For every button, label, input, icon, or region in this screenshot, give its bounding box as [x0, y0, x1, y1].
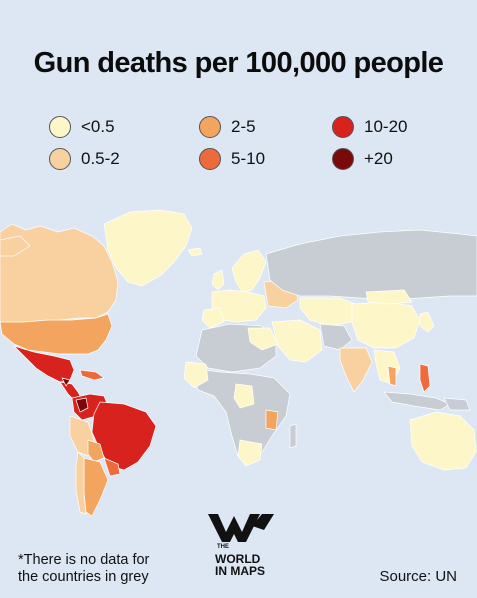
logo-text: THE WORLD IN MAPS — [215, 541, 265, 577]
legend-item-20-plus: +20 — [332, 147, 393, 171]
region-colombia-dark — [75, 397, 89, 413]
region-iberia — [201, 307, 225, 329]
region-chile — [75, 451, 87, 515]
region-greenland — [103, 209, 193, 287]
the-world-in-maps-logo — [208, 514, 274, 542]
logo-world: WORLD — [215, 552, 261, 566]
legend-label: +20 — [364, 149, 393, 168]
region-india — [339, 347, 373, 393]
region-caribbean — [79, 369, 105, 381]
footnote-line-2: the countries in grey — [18, 569, 149, 585]
region-alaska-north — [0, 235, 31, 257]
world-map — [0, 209, 477, 517]
region-west-africa — [183, 361, 209, 389]
region-jamaica — [61, 377, 71, 387]
region-uk — [211, 269, 225, 291]
region-central-africa — [233, 383, 255, 409]
map-title: Gun deaths per 100,000 people — [33, 47, 444, 79]
region-bolivia — [87, 439, 105, 463]
source-credit: Source: UN — [379, 568, 457, 585]
legend-item-0-5-2: 0.5-2 — [49, 147, 120, 171]
region-usa — [0, 313, 113, 355]
region-china — [351, 301, 421, 349]
legend-label: <0.5 — [81, 117, 115, 136]
region-middle-east — [271, 319, 323, 363]
region-thailand — [387, 365, 397, 387]
region-egypt-libya — [247, 327, 279, 351]
region-argentina — [83, 457, 109, 517]
region-philippines — [419, 363, 431, 393]
region-scandinavia — [231, 249, 267, 293]
legend-swatch — [49, 116, 71, 138]
region-iceland — [187, 247, 203, 257]
logo-the: THE — [217, 544, 229, 550]
logo-in-maps: IN MAPS — [215, 564, 266, 578]
legend-swatch — [332, 148, 354, 170]
legend-label: 10-20 — [364, 117, 408, 136]
region-australia — [409, 411, 477, 471]
region-mongolia — [365, 289, 413, 305]
legend-item-lt-0-5: <0.5 — [49, 115, 115, 139]
region-sub-saharan — [191, 367, 291, 463]
region-central-asia — [299, 297, 361, 327]
legend-item-10-20: 10-20 — [332, 115, 407, 139]
legend-item-2-5: 2-5 — [199, 115, 256, 139]
region-indonesia — [383, 391, 451, 411]
legend-swatch — [332, 116, 354, 138]
legend-swatch — [49, 148, 71, 170]
legend-label: 5-10 — [231, 149, 266, 168]
footnote: *There is no data for the countries in g… — [18, 552, 149, 586]
legend-swatch — [199, 148, 221, 170]
region-korea-japan — [419, 311, 435, 333]
region-russia — [265, 229, 477, 301]
region-paraguay-uruguay — [103, 457, 121, 477]
region-new-guinea — [443, 397, 471, 411]
region-southern-africa — [237, 439, 263, 467]
region-brazil — [91, 401, 157, 471]
legend-label: 2-5 — [231, 117, 256, 136]
legend-swatch — [199, 116, 221, 138]
legend-item-5-10: 5-10 — [199, 147, 265, 171]
region-madagascar — [289, 423, 297, 449]
region-iran-afghan — [319, 323, 353, 351]
region-east-africa — [265, 409, 279, 431]
footnote-line-1: *There is no data for — [18, 552, 150, 568]
legend-label: 0.5-2 — [81, 149, 120, 168]
